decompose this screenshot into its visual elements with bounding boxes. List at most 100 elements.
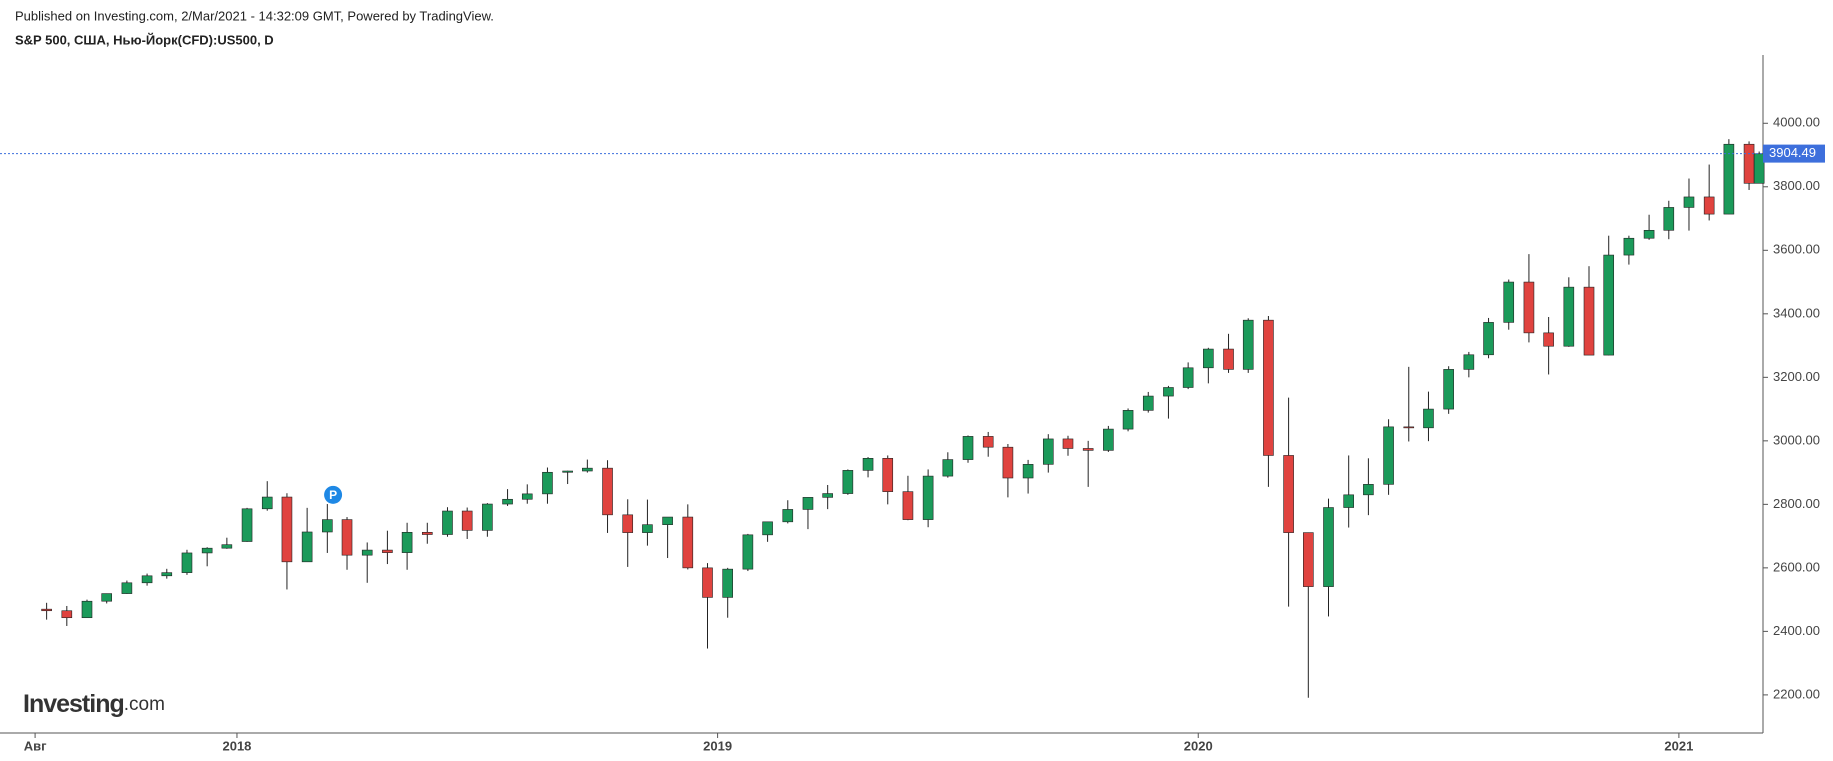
candle-body — [141, 575, 153, 584]
x-tick-label: 2021 — [1664, 738, 1693, 753]
candle-body — [442, 510, 453, 535]
candle-body — [802, 497, 814, 510]
candle-body — [1163, 387, 1174, 397]
candle-body — [582, 467, 593, 472]
y-tick-label: 2600.00 — [1773, 559, 1820, 574]
candle-body — [341, 519, 353, 556]
y-tick-label: 2400.00 — [1773, 623, 1820, 638]
candle-body — [922, 475, 934, 520]
candle-body — [662, 516, 673, 525]
candle-body — [322, 519, 333, 533]
candle-body — [421, 531, 433, 535]
candle-body — [61, 610, 73, 619]
candle-body — [622, 514, 634, 533]
candle-body — [1403, 426, 1415, 429]
candle-body — [682, 516, 694, 569]
candle-body — [882, 458, 894, 492]
candle-body — [1142, 395, 1154, 411]
candle-body — [1082, 448, 1094, 451]
candle-body — [1242, 319, 1254, 370]
candle-body — [521, 493, 533, 500]
x-tick-label: 2019 — [703, 738, 732, 753]
candle-body — [642, 524, 653, 533]
candle-body — [461, 510, 473, 531]
candle-body — [161, 572, 173, 577]
candle-body — [1703, 196, 1715, 215]
candle-body — [1042, 438, 1054, 465]
x-tick-label: 2020 — [1184, 738, 1213, 753]
candle-body — [181, 552, 193, 573]
candle-body — [201, 547, 213, 554]
candle-body — [1002, 446, 1014, 479]
logo-name: Investing — [23, 690, 124, 718]
candle-body — [762, 521, 773, 536]
last-price-label: 3904.49 — [1769, 145, 1816, 160]
candle-body — [401, 531, 413, 553]
candle-body — [1423, 408, 1434, 429]
candle-body — [1343, 494, 1354, 508]
candle-body — [221, 544, 233, 549]
annotation-marker — [324, 485, 343, 504]
candle-body — [261, 496, 273, 510]
y-tick-label: 2200.00 — [1773, 686, 1820, 701]
candle-body — [121, 582, 133, 594]
candle-body — [942, 459, 954, 477]
candle-body — [1723, 143, 1735, 215]
x-tick-label: 2018 — [222, 738, 251, 753]
candle-body — [41, 608, 52, 612]
candle-body — [1543, 332, 1554, 347]
annotation-text: P — [329, 488, 337, 502]
candle-body — [602, 467, 613, 516]
y-tick-label: 4000.00 — [1773, 115, 1820, 130]
candle-body — [822, 493, 833, 498]
logo-suffix: .com — [124, 694, 165, 715]
candle-body — [862, 458, 874, 471]
candle-body — [1603, 254, 1615, 356]
candle-body — [1103, 428, 1114, 451]
candle-body — [742, 534, 754, 570]
candle-body — [1203, 348, 1214, 369]
y-tick-label: 3000.00 — [1773, 432, 1820, 447]
y-tick-label: 3400.00 — [1773, 305, 1820, 320]
candle-body — [1062, 438, 1074, 449]
candle-body — [902, 491, 914, 520]
candle-body — [1263, 319, 1274, 456]
y-tick-label: 3600.00 — [1773, 242, 1820, 257]
candle-body — [1663, 207, 1675, 231]
candle-body — [1283, 455, 1294, 533]
candle-body — [702, 567, 713, 598]
candle-body — [722, 568, 733, 598]
candle-body — [1463, 354, 1475, 370]
candle-body — [482, 503, 493, 531]
candle-body — [1583, 286, 1595, 356]
y-tick-label: 3800.00 — [1773, 178, 1820, 193]
x-tick-label: Авг — [24, 738, 47, 753]
chart-title: S&P 500, США, Нью-Йорк(CFD):US500, D — [15, 32, 274, 47]
candle-body — [842, 470, 854, 494]
logo: Investing.com — [23, 690, 165, 718]
candle-body — [1563, 286, 1575, 347]
candle-body — [281, 496, 293, 563]
candle-body — [81, 600, 93, 619]
candle-body — [1743, 143, 1755, 184]
candle-body — [542, 471, 553, 495]
candle-body — [301, 531, 313, 563]
candle-body — [1182, 367, 1194, 388]
candle-body — [1503, 281, 1515, 323]
candle-body — [361, 549, 373, 556]
candle-body — [382, 549, 393, 553]
candle-body — [1223, 348, 1234, 370]
candle-body — [1623, 237, 1635, 256]
y-tick-label: 3200.00 — [1773, 369, 1820, 384]
candle-body — [1683, 196, 1695, 208]
candle-body — [1443, 369, 1454, 410]
candle-body — [241, 508, 253, 542]
last-price-box — [1763, 144, 1825, 163]
candle-body — [1303, 532, 1314, 587]
y-tick-label: 2800.00 — [1773, 496, 1820, 511]
candle-body — [101, 593, 113, 602]
candle-body — [782, 509, 794, 523]
candle-body — [562, 470, 573, 473]
candle-body — [982, 436, 994, 448]
